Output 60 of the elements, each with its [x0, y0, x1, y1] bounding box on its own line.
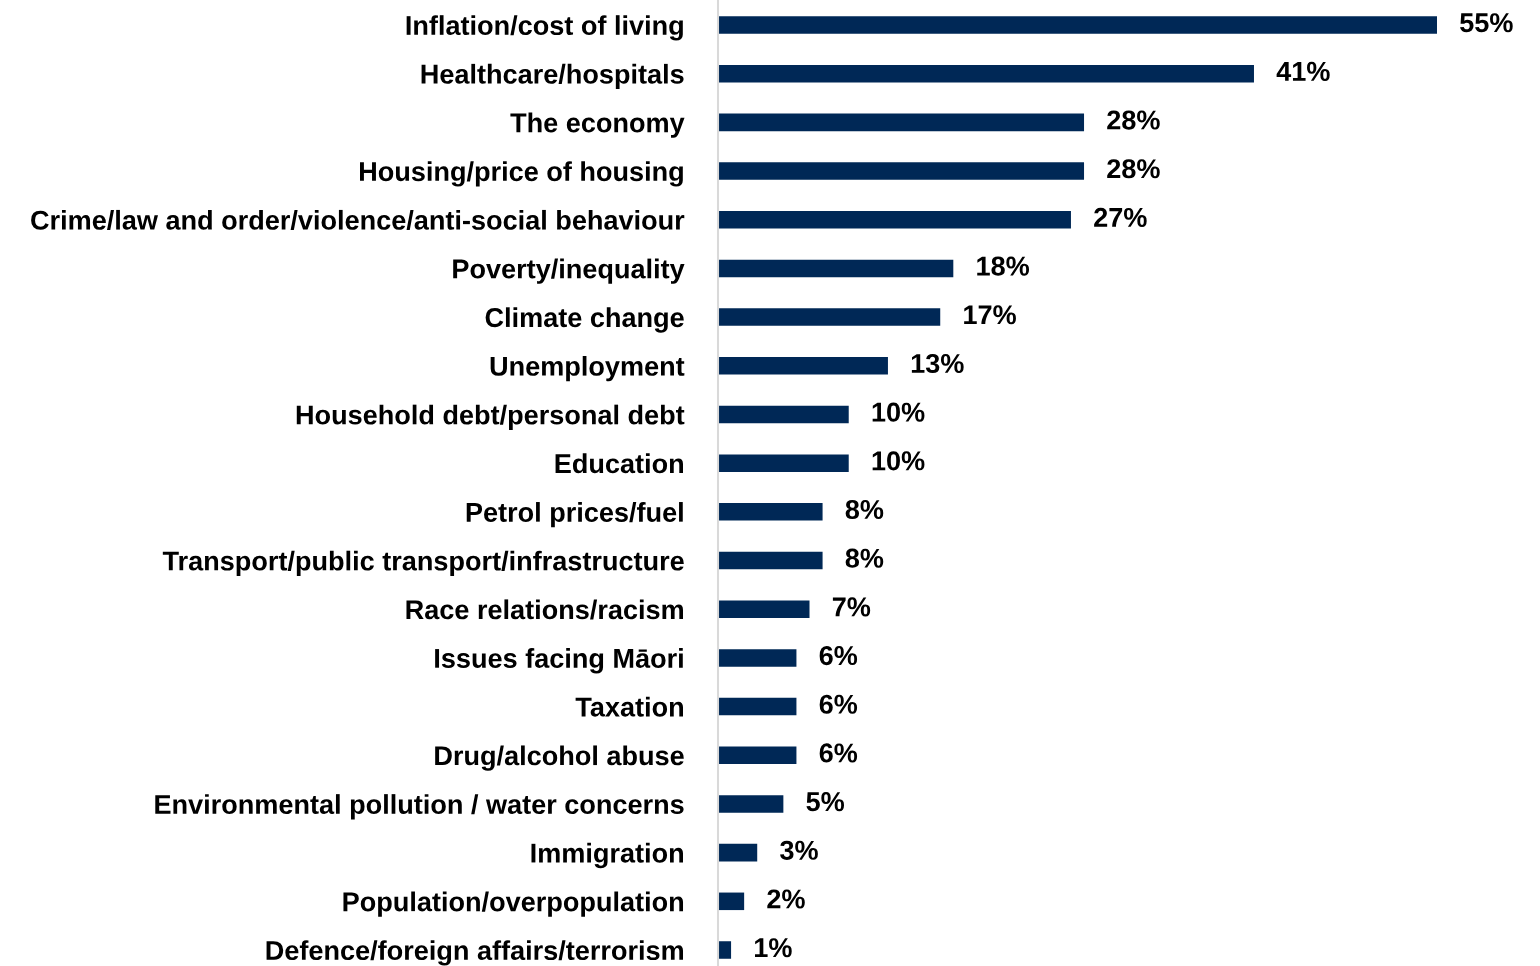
- y-tick-label: Poverty/inequality: [453, 258, 685, 284]
- data-label: 7%: [832, 597, 871, 617]
- data-label: 5%: [806, 792, 845, 812]
- data-label: 3%: [780, 840, 818, 860]
- bar: [718, 162, 1085, 180]
- bar: [718, 795, 784, 813]
- bar: [718, 113, 1085, 132]
- data-label: 1%: [755, 938, 792, 958]
- bar: [718, 941, 732, 959]
- data-label: 28%: [1107, 159, 1160, 179]
- bar: [718, 357, 888, 375]
- bar: [718, 64, 1254, 83]
- bar: [718, 210, 1071, 229]
- bar: [718, 843, 758, 862]
- bar: [718, 551, 823, 570]
- data-label: 17%: [964, 305, 1016, 325]
- data-label: 6%: [819, 694, 858, 714]
- y-tick-label: Education: [555, 453, 683, 474]
- y-tick-label: Population/overpopulation: [343, 891, 684, 917]
- bar: [718, 16, 1437, 34]
- data-label: 55%: [1460, 13, 1513, 33]
- bar: [718, 746, 797, 765]
- y-tick-label: Race relations/racism: [406, 599, 683, 620]
- data-label: 10%: [872, 402, 925, 422]
- data-label: 8%: [845, 499, 884, 520]
- y-tick-label: Taxation: [575, 696, 683, 717]
- y-tick-label: Crime/law and order/violence/anti-social behaviour: [31, 209, 685, 231]
- y-tick-label: Defence/foreign affairs/terrorism: [266, 940, 684, 966]
- y-tick-label: Transport/public transport/infrastructure: [162, 550, 684, 576]
- data-label: 27%: [1094, 207, 1147, 227]
- data-label: 18%: [977, 256, 1030, 276]
- data-label: 2%: [767, 889, 805, 909]
- y-tick-label: Immigration: [531, 842, 683, 869]
- bar: [718, 892, 745, 911]
- data-label: 6%: [819, 645, 858, 666]
- data-label: 6%: [819, 743, 858, 763]
- y-tick-label: Inflation/cost of living: [406, 15, 683, 41]
- data-label: 13%: [911, 353, 964, 374]
- bar: [718, 600, 810, 618]
- y-tick-label: Petrol prices/fuel: [466, 502, 683, 528]
- bar: [718, 503, 823, 521]
- y-tick-label: Unemployment: [490, 355, 685, 382]
- data-label: 28%: [1107, 110, 1160, 130]
- y-tick-label: Environmental pollution / water concerns: [155, 794, 684, 820]
- y-tick-label: Issues facing Māori: [435, 648, 683, 674]
- y-tick-label: Household debt/personal debt: [296, 404, 685, 430]
- bar: [718, 405, 849, 424]
- y-tick-label: Drug/alcohol abuse: [435, 745, 684, 771]
- bar: [718, 259, 954, 278]
- y-tick-label: Healthcare/hospitals: [421, 63, 684, 90]
- bar: [718, 649, 797, 667]
- y-tick-label: Climate change: [485, 307, 684, 333]
- bar: [718, 308, 941, 326]
- y-tick-label: Housing/price of housing: [360, 161, 683, 187]
- data-label: 10%: [872, 451, 925, 471]
- data-label: 41%: [1276, 61, 1330, 81]
- bar: [718, 454, 849, 472]
- bar: [718, 697, 797, 716]
- data-label: 8%: [845, 548, 884, 568]
- y-tick-label: The economy: [510, 112, 685, 138]
